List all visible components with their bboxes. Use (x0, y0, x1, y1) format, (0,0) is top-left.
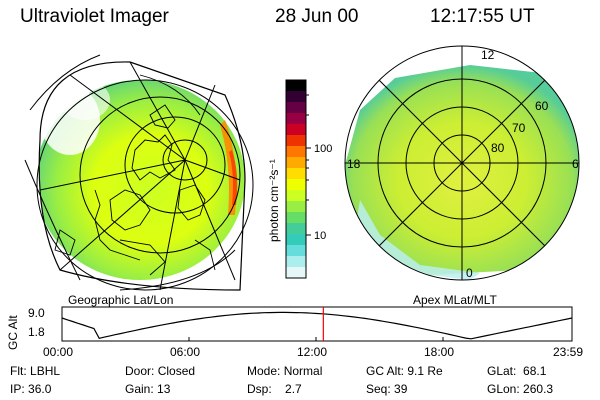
ip-status: IP: 36.0 (10, 382, 52, 396)
glon-status: GLon: 260.3 (487, 382, 554, 396)
altitude-x-ticks (61, 337, 573, 341)
altitude-y-tick-low: 1.8 (28, 325, 45, 339)
colorbar-segment (286, 256, 306, 268)
x-tick-1200: 12:00 (297, 345, 328, 359)
colorbar-segment (286, 135, 306, 147)
app-title: Ultraviolet Imager (20, 6, 169, 27)
gc-alt-status: GC Alt: 9.1 Re (366, 364, 443, 378)
filter-status: Flt: LBHL (10, 364, 61, 378)
mlt-0-label: 0 (466, 266, 473, 280)
colorbar-segment (286, 91, 306, 103)
colorbar-segment (286, 124, 306, 136)
door-status: Door: Closed (125, 364, 196, 378)
colorbar-frame (285, 79, 307, 279)
colorbar-tick-100: 100 (314, 143, 332, 155)
mlt-18-label: 18 (347, 157, 361, 171)
mlat-70-label: 70 (512, 121, 526, 135)
altitude-plot-frame (61, 306, 573, 342)
dsp-status: Dsp: 2.7 (247, 382, 302, 396)
x-tick-1800: 18:00 (424, 345, 455, 359)
time-label: 12:17:55 UT (430, 6, 535, 27)
mlat-60-label: 60 (535, 99, 549, 113)
colorbar-segment (286, 212, 306, 224)
mlat-grid (344, 45, 580, 281)
altitude-y-tick-high: 9.0 (28, 306, 45, 320)
apex-caption: Apex MLat/MLT (413, 293, 497, 307)
colorbar-segment (286, 146, 306, 158)
colorbar-unit-label: photon cm⁻²s⁻¹ (267, 159, 281, 242)
x-tick-0000: 00:00 (43, 345, 74, 359)
altitude-curve (61, 311, 573, 340)
colorbar-segment (286, 168, 306, 180)
mlat-80-label: 80 (491, 141, 505, 155)
colorbar-tick-10: 10 (314, 230, 326, 242)
mlt-6-label: 6 (572, 157, 579, 171)
colorbar-segment (286, 80, 306, 92)
seq-status: Seq: 39 (366, 382, 408, 396)
altitude-plot (61, 306, 573, 342)
mode-status: Mode: Normal (247, 364, 323, 378)
colorbar-segment (286, 102, 306, 114)
date-label: 28 Jun 00 (275, 6, 359, 27)
gain-status: Gain: 13 (125, 382, 171, 396)
colorbar-segment (286, 223, 306, 235)
apex-mlat-mlt-image: 80 70 60 12 0 18 6 (344, 45, 580, 281)
colorbar-segment (286, 179, 306, 191)
colorbar-ticks (306, 94, 311, 236)
x-tick-2359: 23:59 (553, 345, 584, 359)
altitude-y-label: GC Alt (6, 315, 20, 350)
geographic-image (24, 54, 254, 291)
colorbar-segment (286, 157, 306, 169)
colorbar-segment (286, 267, 306, 279)
colorbar-segment (286, 113, 306, 125)
colorbar-segment (286, 190, 306, 202)
colorbar-segment (286, 234, 306, 246)
colorbar (285, 79, 307, 279)
mlt-12-label: 12 (481, 48, 495, 62)
glat-status: GLat: 68.1 (487, 364, 547, 378)
geographic-caption: Geographic Lat/Lon (68, 293, 174, 307)
geographic-grid (24, 54, 254, 291)
x-tick-0600: 06:00 (170, 345, 201, 359)
colorbar-segment (286, 201, 306, 213)
coastlines (54, 74, 216, 276)
colorbar-segment (286, 245, 306, 257)
